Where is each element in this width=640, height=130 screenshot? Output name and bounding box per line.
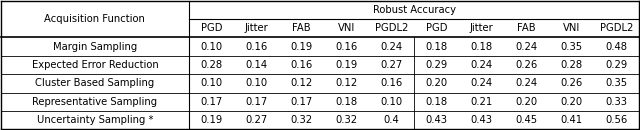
Text: 0.32: 0.32 xyxy=(291,115,313,125)
Text: Cluster Based Sampling: Cluster Based Sampling xyxy=(35,78,154,88)
Text: 0.14: 0.14 xyxy=(246,60,268,70)
Text: 0.18: 0.18 xyxy=(470,42,493,52)
Text: 0.17: 0.17 xyxy=(291,97,313,107)
Text: Acquisition Function: Acquisition Function xyxy=(44,14,145,24)
Text: 0.26: 0.26 xyxy=(561,78,583,88)
Text: Robust Accuracy: Robust Accuracy xyxy=(372,5,456,15)
Text: 0.24: 0.24 xyxy=(470,78,493,88)
Text: Uncertainty Sampling *: Uncertainty Sampling * xyxy=(36,115,153,125)
Text: 0.35: 0.35 xyxy=(561,42,583,52)
Text: 0.18: 0.18 xyxy=(426,97,448,107)
Text: 0.20: 0.20 xyxy=(426,78,448,88)
Text: 0.41: 0.41 xyxy=(561,115,583,125)
Text: PGDL2: PGDL2 xyxy=(600,23,634,33)
Text: Jitter: Jitter xyxy=(470,23,493,33)
Text: 0.29: 0.29 xyxy=(426,60,448,70)
Text: 0.16: 0.16 xyxy=(291,60,313,70)
Text: 0.4: 0.4 xyxy=(384,115,399,125)
Text: 0.24: 0.24 xyxy=(516,42,538,52)
Text: 0.17: 0.17 xyxy=(246,97,268,107)
Text: 0.32: 0.32 xyxy=(335,115,358,125)
Text: 0.18: 0.18 xyxy=(335,97,358,107)
Text: 0.43: 0.43 xyxy=(426,115,448,125)
Text: 0.10: 0.10 xyxy=(381,97,403,107)
Text: 0.27: 0.27 xyxy=(246,115,268,125)
Text: 0.19: 0.19 xyxy=(200,115,223,125)
Text: 0.16: 0.16 xyxy=(335,42,358,52)
Text: 0.33: 0.33 xyxy=(606,97,628,107)
Text: Margin Sampling: Margin Sampling xyxy=(52,42,137,52)
Text: 0.19: 0.19 xyxy=(291,42,313,52)
Text: Representative Sampling: Representative Sampling xyxy=(33,97,157,107)
Text: 0.16: 0.16 xyxy=(246,42,268,52)
Text: 0.17: 0.17 xyxy=(200,97,223,107)
Text: 0.21: 0.21 xyxy=(470,97,493,107)
Text: 0.27: 0.27 xyxy=(381,60,403,70)
Text: FAB: FAB xyxy=(292,23,311,33)
Text: 0.20: 0.20 xyxy=(516,97,538,107)
Text: PGD: PGD xyxy=(201,23,222,33)
Text: 0.10: 0.10 xyxy=(200,42,223,52)
Text: VNI: VNI xyxy=(563,23,580,33)
Text: VNI: VNI xyxy=(338,23,355,33)
Text: 0.29: 0.29 xyxy=(605,60,628,70)
Text: 0.24: 0.24 xyxy=(516,78,538,88)
Text: 0.12: 0.12 xyxy=(291,78,313,88)
Text: 0.10: 0.10 xyxy=(246,78,268,88)
Text: 0.24: 0.24 xyxy=(470,60,493,70)
Text: 0.12: 0.12 xyxy=(335,78,358,88)
Text: 0.20: 0.20 xyxy=(561,97,583,107)
Text: 0.28: 0.28 xyxy=(561,60,583,70)
Text: FAB: FAB xyxy=(517,23,536,33)
Text: 0.56: 0.56 xyxy=(605,115,628,125)
Text: 0.10: 0.10 xyxy=(200,78,223,88)
Text: 0.43: 0.43 xyxy=(471,115,493,125)
Text: 0.26: 0.26 xyxy=(516,60,538,70)
Text: 0.16: 0.16 xyxy=(381,78,403,88)
Text: 0.45: 0.45 xyxy=(516,115,538,125)
Text: PGDL2: PGDL2 xyxy=(375,23,408,33)
Text: Jitter: Jitter xyxy=(244,23,269,33)
Text: 0.18: 0.18 xyxy=(426,42,448,52)
Text: 0.28: 0.28 xyxy=(200,60,223,70)
Text: 0.19: 0.19 xyxy=(335,60,358,70)
Text: 0.35: 0.35 xyxy=(605,78,628,88)
Text: PGD: PGD xyxy=(426,23,447,33)
Text: Expected Error Reduction: Expected Error Reduction xyxy=(31,60,158,70)
Text: 0.48: 0.48 xyxy=(606,42,628,52)
Text: 0.24: 0.24 xyxy=(381,42,403,52)
